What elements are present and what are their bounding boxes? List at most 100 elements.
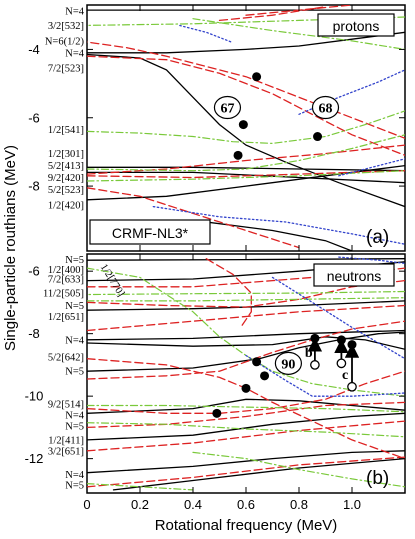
level-label-b-8: N=5 [65, 367, 84, 378]
y-ticks-a: -4 -6 -8 [28, 42, 405, 194]
x-tick-label-1: 0.2 [131, 497, 149, 512]
orbital-number-b-0: 90 [281, 357, 295, 372]
model-label: CRMF-NL3* [112, 225, 189, 241]
level-label-a-2: N=6(1/2) [45, 36, 85, 47]
arrow-label-b-2: c [342, 368, 348, 383]
x-tick-label-0: 0 [83, 497, 90, 512]
orbital-number-a-0: 67 [220, 102, 234, 117]
y-tick-label-a-1: -6 [28, 110, 40, 125]
level-label-b-1: 1/2[400] [48, 265, 84, 276]
series-line-b-26 [87, 483, 194, 491]
series-line-a-13 [87, 187, 300, 249]
x-ticks-b [86, 254, 353, 493]
filled-marker-b-1 [260, 371, 270, 381]
level-label-a-9: 5/2[523] [48, 185, 84, 196]
level-label-b-12: 1/2[411] [48, 435, 84, 446]
x-tick-label-4: 0.8 [290, 497, 308, 512]
series-line-a-3 [87, 166, 405, 172]
level-label-a-0: N=4 [65, 6, 85, 17]
series-line-b-22 [87, 297, 405, 302]
series-line-a-7 [87, 41, 405, 139]
series-line-b-13 [87, 304, 405, 332]
level-label-b-13: 3/2[651] [48, 446, 84, 457]
filled-marker-b-6 [347, 340, 357, 350]
marker-group-a: 67 68 [213, 72, 340, 160]
series-line-a-22 [338, 158, 405, 177]
filled-marker-b-3 [212, 408, 222, 418]
filled-marker-b-0 [252, 357, 262, 367]
series-line-a-10 [218, 6, 327, 22]
series-line-b-21 [87, 290, 405, 296]
series-line-a-19 [179, 24, 234, 44]
tag-box-neutrons: neutrons [313, 263, 395, 287]
series-line-b-10 [205, 258, 252, 329]
series-line-a-8 [87, 55, 405, 156]
open-marker-b-1 [336, 358, 347, 369]
y-tick-label-b-1: -8 [28, 326, 40, 341]
series-line-b-8 [87, 450, 405, 474]
y-axis-label: Single-particle routhians (MeV) [2, 145, 19, 351]
open-marker-b-2 [347, 381, 357, 392]
level-label-a-8: 9/2[420] [48, 173, 84, 184]
series-line-a-12 [87, 170, 405, 179]
series-line-a-6 [192, 219, 353, 251]
tag-neutrons: neutrons [327, 268, 381, 284]
open-marker-b-0 [310, 360, 320, 370]
series-line-b-16 [87, 370, 405, 414]
series-line-b-15 [87, 320, 405, 380]
series-line-a-4 [87, 171, 405, 184]
x-ticks-a [86, 5, 353, 251]
filled-marker-b-5 [336, 335, 346, 345]
y-tick-label-a-2: -8 [28, 179, 40, 194]
series-line-a-21 [152, 205, 405, 245]
series-line-b-23 [87, 404, 405, 413]
level-label-b-11: N=5 [65, 421, 84, 432]
level-label-a-4: 7/2[523] [48, 64, 84, 75]
series-line-a-16 [87, 110, 405, 145]
level-label-a-1: 3/2[532] [48, 21, 84, 32]
level-label-a-7: 5/2[413] [48, 161, 84, 172]
orbital-circle-a-0 [213, 95, 242, 120]
tag-protons: protons [333, 18, 380, 34]
y-tick-label-b-2: -10 [25, 389, 44, 404]
x-tick-label-2: 0.4 [184, 497, 202, 512]
y-tick-label-b-3: -12 [25, 451, 44, 466]
x-axis-label: Rotational frequency (MeV) [155, 517, 338, 534]
tag-box-protons: protons [317, 13, 395, 37]
panel-label-b: (b) [366, 468, 389, 489]
level-label-b-5: 1/2[651] [48, 312, 84, 323]
level-label-b-4: N=5 [65, 301, 84, 312]
series-line-b-9 [112, 457, 405, 491]
y-tick-label-a-0: -4 [28, 42, 40, 57]
level-label-b-7: 5/2[642] [48, 353, 84, 364]
filled-marker-a-1 [238, 120, 248, 130]
filled-marker-a-2 [233, 150, 243, 160]
level-label-b-0: N=5 [65, 255, 84, 266]
series-line-b-14 [87, 358, 405, 460]
x-tick-label-3: 0.6 [237, 497, 255, 512]
series-line-a-17 [87, 134, 405, 172]
filled-marker-b-2 [241, 383, 251, 393]
level-label-b-2: 7/2[633] [48, 275, 84, 286]
panel-label-a: (a) [366, 227, 389, 248]
series-line-b-4 [87, 336, 405, 350]
plot-frame-b [86, 253, 406, 494]
series-line-b-6 [87, 398, 405, 414]
level-label-b-10: N=4 [65, 410, 85, 421]
y-tick-label-b-0: -6 [28, 264, 40, 279]
level-label-b-3: 11/2[505] [43, 289, 84, 300]
series-line-b-27 [271, 276, 405, 360]
x-tick-labels: 0 0.2 0.4 0.6 0.8 1.0 [83, 497, 361, 512]
filled-marker-a-3 [313, 132, 323, 142]
level-labels-a: N=43/2[532]N=6(1/2)N=47/2[523]1/2[541]1/… [45, 6, 85, 211]
level-label-a-10: 1/2[420] [48, 200, 84, 211]
level-label-a-6: 1/2[301] [48, 149, 84, 160]
level-labels-b: N=51/2[400]7/2[633]11/2[505]N=51/2[651]N… [43, 255, 85, 492]
series-line-a-18 [87, 170, 405, 182]
series-line-b-7 [87, 412, 405, 441]
panel-protons: 67 68 N=43/2[532]N=6(1/2)N=47/2[523]1/2[5… [28, 4, 406, 252]
series-line-b-3 [87, 329, 405, 341]
series-line-b-18 [87, 420, 405, 452]
level-label-a-3: N=4 [65, 48, 85, 59]
